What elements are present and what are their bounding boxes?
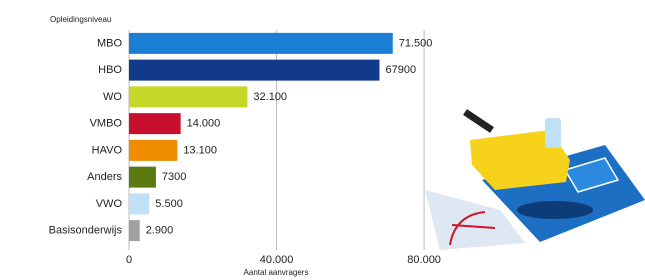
- value-label: 7300: [162, 171, 186, 183]
- bar: [129, 113, 181, 134]
- x-axis-title: Aantal aanvragers: [244, 268, 309, 277]
- pencil: [465, 112, 492, 130]
- y-tick-label: Basisonderwijs: [49, 225, 123, 237]
- y-tick-label: HBO: [98, 64, 122, 76]
- value-label: 14.000: [187, 118, 221, 130]
- bar: [129, 140, 177, 161]
- x-tick-label: 0: [126, 254, 132, 266]
- book-shadow: [517, 201, 593, 219]
- value-label: 5.500: [155, 198, 183, 210]
- chart: Opleidingsniveau Aantal aanvragers 0 40.0…: [0, 0, 645, 280]
- y-axis-title: Opleidingsniveau: [50, 15, 111, 24]
- bar: [129, 193, 149, 214]
- bar: [129, 33, 393, 54]
- bar: [129, 60, 379, 81]
- bar: [129, 220, 140, 241]
- y-tick-label: HAVO: [92, 144, 123, 156]
- value-label: 71.500: [399, 37, 433, 49]
- x-tick-label: 40.000: [260, 254, 294, 266]
- bar: [129, 86, 247, 107]
- illustration: [425, 112, 645, 250]
- value-label: 2.900: [146, 225, 174, 237]
- y-tick-label: VMBO: [90, 118, 123, 130]
- y-tick-label: VWO: [96, 198, 123, 210]
- bar: [129, 167, 156, 188]
- y-tick-label: WO: [103, 91, 122, 103]
- value-label: 32.100: [253, 91, 287, 103]
- sharpener-part: [545, 118, 561, 148]
- value-label: 67900: [385, 64, 416, 76]
- value-label: 13.100: [183, 144, 217, 156]
- y-tick-label: Anders: [87, 171, 122, 183]
- y-tick-label: MBO: [97, 37, 123, 49]
- x-tick-label: 80.000: [407, 254, 441, 266]
